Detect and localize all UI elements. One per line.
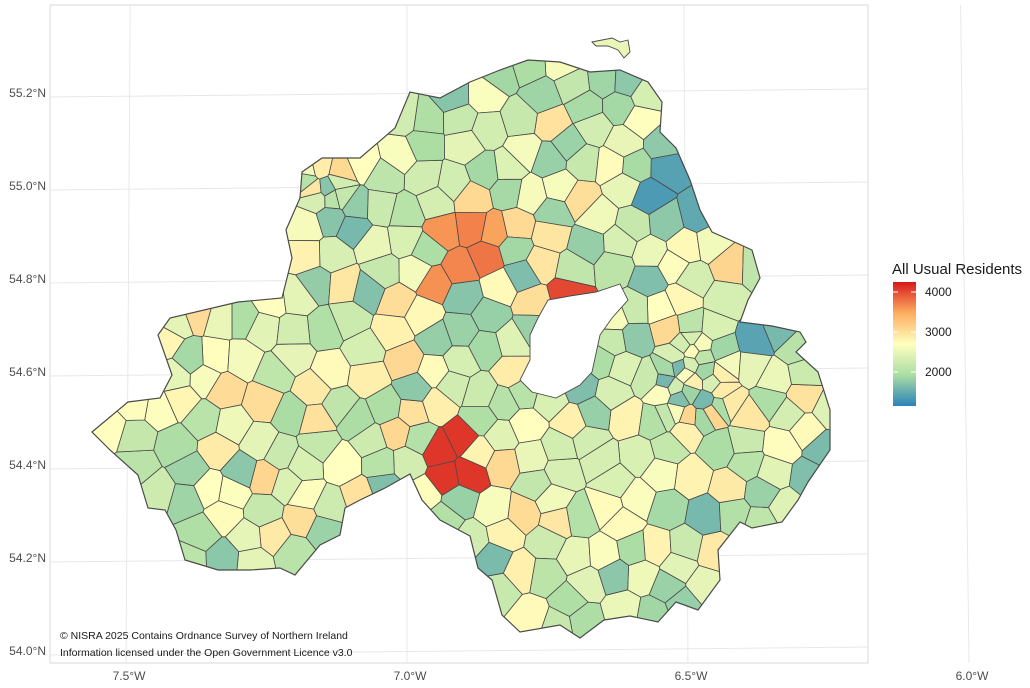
area-polygon [584, 486, 624, 531]
area-polygon [603, 223, 638, 258]
area-polygon [417, 354, 450, 389]
area-polygon [271, 467, 303, 507]
area-polygon [602, 91, 635, 126]
caption-line-1: © NISRA 2025 Contains Ordnance Survey of… [60, 630, 348, 642]
area-polygon [464, 149, 499, 191]
area-polygon [516, 171, 548, 216]
area-polygon [667, 376, 685, 396]
area-polygon [252, 350, 296, 394]
area-polygon [748, 386, 787, 423]
gridline-lat [49, 646, 869, 656]
area-polygon [695, 361, 716, 381]
legend-title: All Usual Residents [892, 261, 1022, 278]
area-polygon [711, 397, 732, 427]
area-polygon [335, 215, 374, 250]
area-polygon [530, 220, 573, 254]
legend-label: 2000 [925, 365, 952, 379]
lon-tick-label: 7.5°W [113, 669, 146, 683]
area-polygon [422, 426, 458, 468]
legend: All Usual Residents 4000 3000 2000 [892, 261, 1022, 406]
area-polygon [545, 580, 589, 617]
longitude-labels: 8.0°W7.5°W7.0°W6.5°W6.0°W5.5°W [113, 669, 989, 683]
area-polygon [227, 338, 266, 384]
legend-label: 3000 [925, 325, 952, 339]
legend-label: 4000 [925, 285, 952, 299]
area-polygon [608, 351, 643, 387]
area-polygon [597, 558, 629, 596]
lon-tick-label: 6.0°W [956, 669, 989, 683]
area-polygon [680, 331, 703, 346]
lat-tick-label: 54.0°N [9, 644, 46, 658]
area-polygon [405, 130, 445, 162]
area-polygon [367, 189, 398, 228]
area-polygon [671, 358, 686, 378]
area-polygon [219, 449, 258, 489]
latitude-labels: 55.2°N 55.0°N 54.8°N 54.6°N 54.4°N 54.2°N 54.0… [9, 86, 46, 658]
area-polygon [499, 93, 538, 137]
area-polygon [664, 282, 704, 316]
area-polygon [538, 507, 572, 539]
area-polygon [379, 416, 411, 451]
area-polygon [504, 60, 547, 89]
area-polygon [595, 145, 625, 187]
lat-tick-label: 54.2°N [9, 551, 46, 565]
gridline-lon [960, 4, 970, 664]
caption-line-2: Information licensed under the Open Gove… [60, 647, 353, 659]
lat-tick-label: 54.8°N [9, 272, 46, 286]
area-polygon [578, 437, 621, 485]
area-polygon [202, 500, 245, 538]
area-polygon [658, 552, 700, 584]
lough-neagh-shape [519, 283, 629, 399]
area-polygon [743, 476, 781, 508]
area-polygon [540, 426, 578, 461]
lough-neagh [519, 37, 631, 399]
coastline [91, 59, 831, 639]
area-polygon [533, 197, 576, 228]
area-polygon [328, 300, 374, 342]
area-polygon [616, 529, 646, 566]
area-polygon [801, 428, 830, 481]
area-polygon [485, 517, 527, 553]
area-polygon [553, 64, 591, 105]
lat-tick-label: 54.4°N [9, 458, 46, 472]
area-polygon [398, 254, 433, 293]
area-polygon [648, 568, 687, 604]
lon-tick-label: 7.0°W [394, 669, 427, 683]
area-polygon [421, 211, 460, 252]
area-polygon [435, 370, 471, 408]
legend-colorbar [893, 282, 916, 406]
lat-tick-label: 55.0°N [9, 179, 46, 193]
gridline-lon [125, 4, 131, 664]
lon-tick-label: 6.5°W [675, 669, 708, 683]
area-polygon [298, 403, 338, 435]
area-polygon [471, 111, 509, 151]
area-polygon [738, 351, 773, 391]
area-polygon [453, 180, 494, 213]
area-polygon [666, 402, 685, 425]
area-polygon [276, 312, 311, 345]
area-polygon [215, 404, 254, 446]
area-polygon [180, 398, 221, 442]
rathlin-island [591, 37, 631, 59]
area-polygon [358, 253, 400, 290]
area-polygon [509, 469, 552, 502]
area-polygon [319, 175, 336, 197]
area-polygon [457, 406, 499, 437]
lat-tick-label: 55.2°N [9, 86, 46, 100]
legend-ticks: 4000 3000 2000 [893, 285, 952, 379]
lat-tick-label: 54.6°N [9, 365, 46, 379]
area-polygon [480, 207, 508, 248]
